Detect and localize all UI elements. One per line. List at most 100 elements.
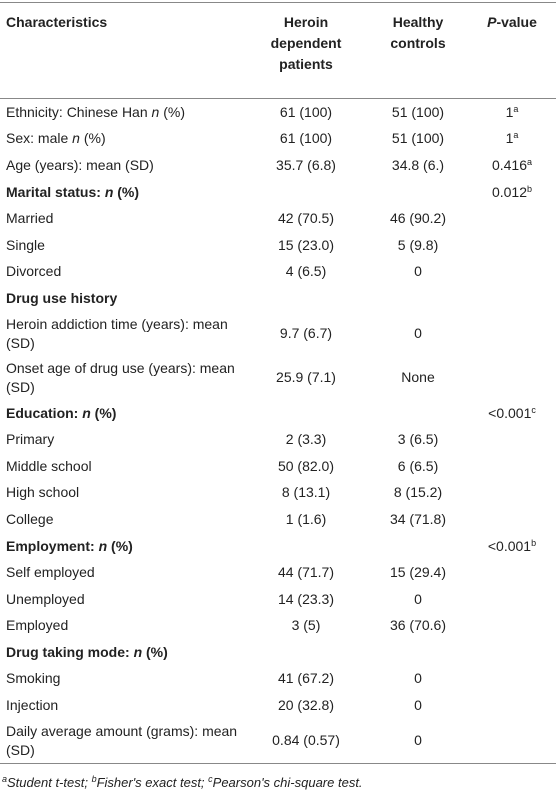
row-label: Employed <box>6 617 69 634</box>
table-row: Ethnicity: Chinese Han n (%) 61 (100) 51 (… <box>0 99 556 126</box>
row-label: Smoking <box>6 670 61 687</box>
table-row: Drug taking mode: n (%) <box>0 639 556 666</box>
table-row: Primary 2 (3.3) 3 (6.5) <box>0 426 556 453</box>
cell-patients <box>244 400 368 427</box>
cell-controls <box>368 285 468 312</box>
cell-p-value <box>468 692 556 719</box>
table-row: Heroin addiction time (years): mean (SD)… <box>0 312 556 356</box>
cell-p-value: 1a <box>468 126 556 153</box>
table-row: Employed 3 (5) 36 (70.6) <box>0 613 556 640</box>
cell-controls: 51 (100) <box>391 103 445 120</box>
header-row: Characteristics Heroin dependent patient… <box>0 2 556 99</box>
characteristics-table: Characteristics Heroin dependent patient… <box>0 2 556 764</box>
row-label: Daily average amount (grams): mean (SD) <box>6 722 238 758</box>
p-superscript: b <box>527 183 533 194</box>
p-superscript: b <box>531 537 537 548</box>
cell-controls: 0 <box>414 263 422 280</box>
footnote: aStudent t-test; bFisher's exact test; c… <box>0 764 556 790</box>
header-cell: Characteristics <box>0 2 244 99</box>
cell-patients: 61 (100) <box>279 103 333 120</box>
cell-p-value <box>468 232 556 259</box>
cell-patients: 4 (6.5) <box>285 263 327 280</box>
table-row: Daily average amount (grams): mean (SD) 0… <box>0 719 556 764</box>
cell-patients: 14 (23.3) <box>277 590 335 607</box>
footnote-text: Pearson's chi-square test. <box>212 774 363 790</box>
p-superscript: a <box>513 130 519 141</box>
p-value: 0.416 <box>491 156 528 173</box>
table-row: Smoking 41 (67.2) 0 <box>0 666 556 693</box>
cell-patients: 35.7 (6.8) <box>276 156 336 173</box>
footnote-text: Fisher's exact test; <box>96 774 209 790</box>
table-row: Age (years): mean (SD) 35.7 (6.8) 34.8 (6.… <box>0 152 556 179</box>
cell-patients: 50 (82.0) <box>277 457 335 474</box>
cell-controls: None <box>401 369 435 386</box>
cell-p-value <box>468 559 556 586</box>
row-label: Sex: male n (%) <box>6 130 106 147</box>
footnote-text: Student t-test; <box>7 774 92 790</box>
row-label: Married <box>6 210 54 227</box>
row-label: Divorced <box>6 263 62 280</box>
cell-patients: 8 (13.1) <box>281 484 331 501</box>
cell-p-value: <0.001c <box>468 400 556 427</box>
row-label: Drug taking mode: n (%) <box>6 643 168 660</box>
footnote-mark: a <box>2 773 8 784</box>
p-value: <0.001 <box>487 537 532 554</box>
p-superscript: a <box>527 156 533 167</box>
cell-p-value <box>468 613 556 640</box>
table-row: Marital status: n (%) 0.012b <box>0 179 556 206</box>
table-row: High school 8 (13.1) 8 (15.2) <box>0 480 556 507</box>
footnote-mark: c <box>208 773 213 784</box>
cell-controls: 46 (90.2) <box>389 210 447 227</box>
p-value: 1 <box>505 103 514 120</box>
cell-patients: 15 (23.0) <box>277 236 335 253</box>
row-label: Unemployed <box>6 590 85 607</box>
cell-patients: 0.84 (0.57) <box>272 732 340 749</box>
row-label: Ethnicity: Chinese Han n (%) <box>6 103 185 120</box>
cell-controls <box>368 639 468 666</box>
row-label: Injection <box>6 697 59 714</box>
p-value: 1 <box>505 130 514 147</box>
cell-p-value: 1a <box>468 99 556 126</box>
cell-patients: 44 (71.7) <box>277 564 335 581</box>
table-row: Married 42 (70.5) 46 (90.2) <box>0 205 556 232</box>
table-row: Middle school 50 (82.0) 6 (6.5) <box>0 453 556 480</box>
table-row: Sex: male n (%) 61 (100) 51 (100) 1a <box>0 126 556 153</box>
row-label: Marital status: n (%) <box>6 183 140 200</box>
table-body: Ethnicity: Chinese Han n (%) 61 (100) 51 (… <box>0 99 556 764</box>
cell-controls: 51 (100) <box>391 130 445 147</box>
row-label: Primary <box>6 431 55 448</box>
row-label: Drug use history <box>6 289 118 306</box>
table-row: Education: n (%) <0.001c <box>0 400 556 427</box>
cell-patients <box>244 179 368 206</box>
cell-controls: 0 <box>414 697 422 714</box>
table-row: College 1 (1.6) 34 (71.8) <box>0 506 556 533</box>
cell-p-value <box>468 719 556 764</box>
cell-controls: 8 (15.2) <box>393 484 443 501</box>
cell-p-value <box>468 205 556 232</box>
row-label: High school <box>6 484 80 501</box>
table-row: Onset age of drug use (years): mean (SD)… <box>0 356 556 400</box>
row-label: Heroin addiction time (years): mean (SD) <box>6 315 228 351</box>
row-label: College <box>6 510 54 527</box>
cell-controls: 0 <box>414 670 422 687</box>
row-label: Education: n (%) <box>6 404 117 421</box>
cell-p-value <box>468 259 556 286</box>
cell-patients <box>244 533 368 560</box>
cell-patients: 42 (70.5) <box>277 210 335 227</box>
cell-p-value <box>468 506 556 533</box>
cell-patients <box>244 285 368 312</box>
row-label: Onset age of drug use (years): mean (SD) <box>6 359 235 395</box>
footnote-mark: b <box>91 773 97 784</box>
cell-p-value <box>468 453 556 480</box>
p-value: <0.001 <box>488 404 532 421</box>
row-label: Single <box>6 236 45 253</box>
row-label: Employment: n (%) <box>6 537 133 554</box>
cell-patients: 20 (32.8) <box>277 697 335 714</box>
cell-controls: 34.8 (6.) <box>391 156 445 173</box>
p-value: 0.012 <box>491 183 528 200</box>
cell-p-value <box>468 426 556 453</box>
cell-patients: 3 (5) <box>291 617 321 634</box>
cell-p-value <box>468 356 556 400</box>
header-cell: Heroin dependent patients <box>244 2 368 99</box>
